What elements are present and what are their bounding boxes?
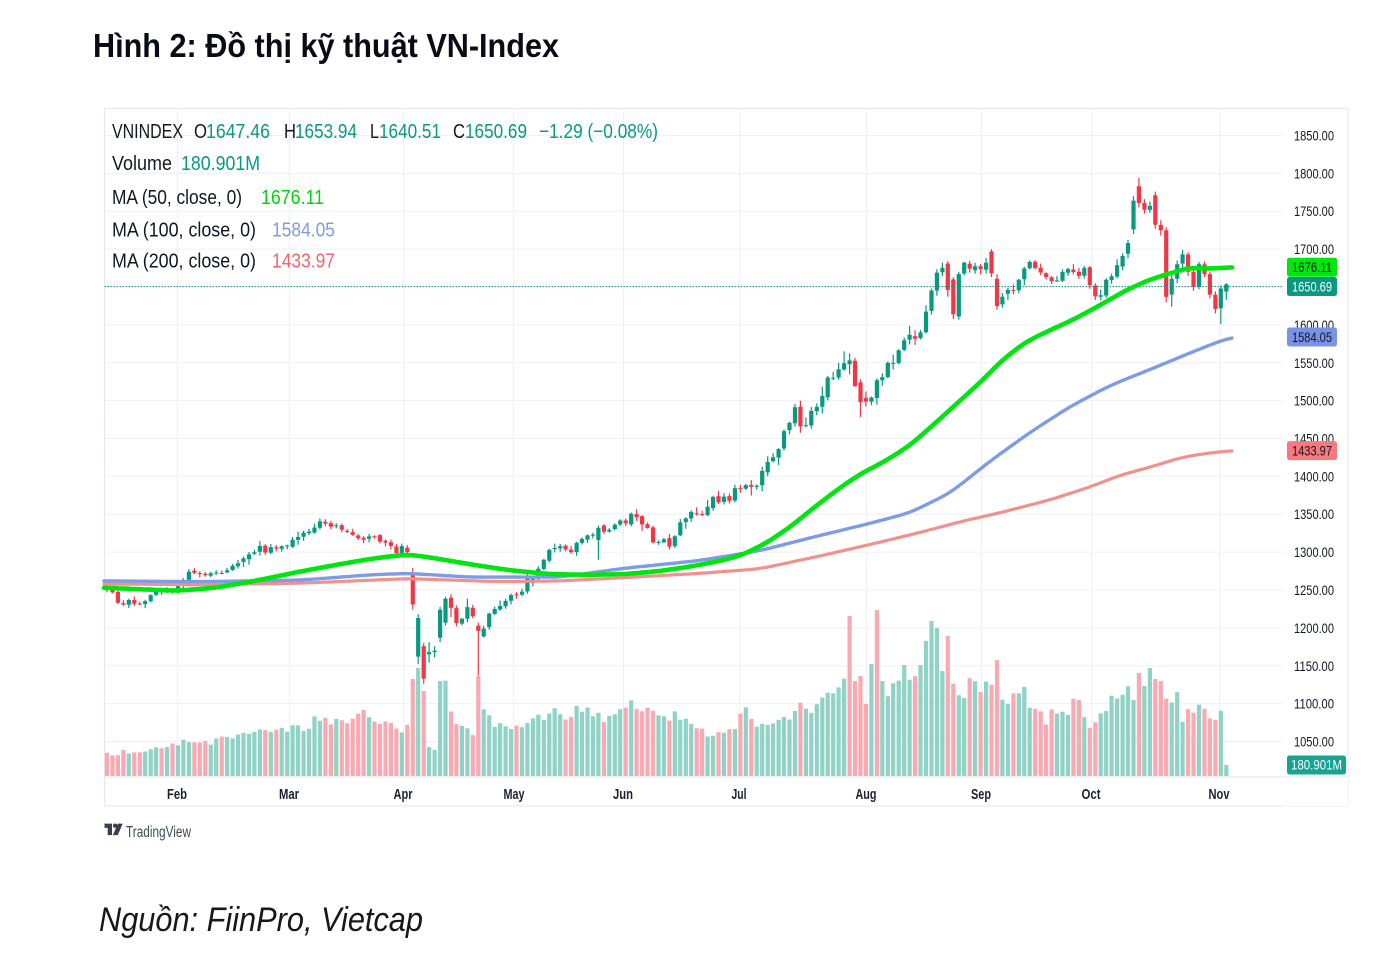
svg-text:1400.00: 1400.00 bbox=[1294, 469, 1334, 485]
svg-text:1676.11: 1676.11 bbox=[261, 186, 324, 209]
svg-text:1647.46: 1647.46 bbox=[206, 120, 270, 143]
svg-text:1653.94: 1653.94 bbox=[295, 120, 357, 143]
svg-text:1650.69: 1650.69 bbox=[1292, 280, 1332, 296]
svg-text:Nguồn: FiinPro, Vietcap: Nguồn: FiinPro, Vietcap bbox=[99, 901, 423, 939]
svg-text:1676.11: 1676.11 bbox=[1292, 260, 1332, 276]
svg-text:O: O bbox=[194, 120, 207, 143]
svg-text:1250.00: 1250.00 bbox=[1294, 583, 1334, 599]
svg-text:May: May bbox=[504, 786, 525, 803]
svg-text:Volume: Volume bbox=[112, 152, 172, 175]
svg-text:1750.00: 1750.00 bbox=[1294, 204, 1334, 220]
svg-text:1650.69: 1650.69 bbox=[465, 120, 527, 143]
svg-text:MA (100, close, 0): MA (100, close, 0) bbox=[112, 219, 256, 242]
svg-text:1550.00: 1550.00 bbox=[1294, 356, 1334, 372]
svg-text:Feb: Feb bbox=[167, 786, 187, 803]
svg-text:C: C bbox=[453, 120, 465, 143]
svg-text:180.901M: 180.901M bbox=[181, 152, 260, 175]
svg-text:Aug: Aug bbox=[856, 786, 877, 803]
svg-text:−1.29 (−0.08%): −1.29 (−0.08%) bbox=[539, 120, 658, 143]
svg-text:Mar: Mar bbox=[279, 786, 299, 803]
svg-text:1584.05: 1584.05 bbox=[272, 219, 335, 242]
svg-text:L: L bbox=[370, 120, 379, 143]
svg-text:VNINDEX: VNINDEX bbox=[112, 120, 183, 143]
svg-text:TradingView: TradingView bbox=[126, 824, 192, 841]
svg-text:1640.51: 1640.51 bbox=[379, 120, 441, 143]
svg-text:Jul: Jul bbox=[732, 786, 747, 803]
svg-text:1433.97: 1433.97 bbox=[272, 250, 335, 273]
svg-text:1433.97: 1433.97 bbox=[1292, 444, 1332, 460]
svg-text:1500.00: 1500.00 bbox=[1294, 394, 1334, 410]
svg-text:1100.00: 1100.00 bbox=[1294, 697, 1334, 713]
svg-text:1150.00: 1150.00 bbox=[1294, 659, 1334, 675]
svg-text:Nov: Nov bbox=[1209, 786, 1230, 803]
svg-text:MA (50, close, 0): MA (50, close, 0) bbox=[112, 186, 242, 209]
svg-text:H: H bbox=[284, 120, 296, 143]
svg-text:1300.00: 1300.00 bbox=[1294, 545, 1334, 561]
svg-text:Oct: Oct bbox=[1082, 786, 1101, 803]
svg-text:1800.00: 1800.00 bbox=[1294, 166, 1334, 182]
svg-text:1350.00: 1350.00 bbox=[1294, 507, 1334, 523]
svg-text:1850.00: 1850.00 bbox=[1294, 129, 1334, 145]
svg-text:1200.00: 1200.00 bbox=[1294, 621, 1334, 637]
svg-text:Jun: Jun bbox=[613, 786, 633, 803]
svg-text:Hình 2: Đồ thị kỹ thuật VN-Ind: Hình 2: Đồ thị kỹ thuật VN-Index bbox=[93, 27, 560, 64]
svg-text:180.901M: 180.901M bbox=[1291, 758, 1342, 774]
svg-text:Apr: Apr bbox=[394, 786, 413, 803]
svg-text:1584.05: 1584.05 bbox=[1292, 330, 1332, 346]
svg-text:Sep: Sep bbox=[971, 786, 991, 803]
svg-text:1050.00: 1050.00 bbox=[1294, 735, 1334, 751]
svg-text:MA (200, close, 0): MA (200, close, 0) bbox=[112, 250, 256, 273]
svg-text:1700.00: 1700.00 bbox=[1294, 242, 1334, 258]
